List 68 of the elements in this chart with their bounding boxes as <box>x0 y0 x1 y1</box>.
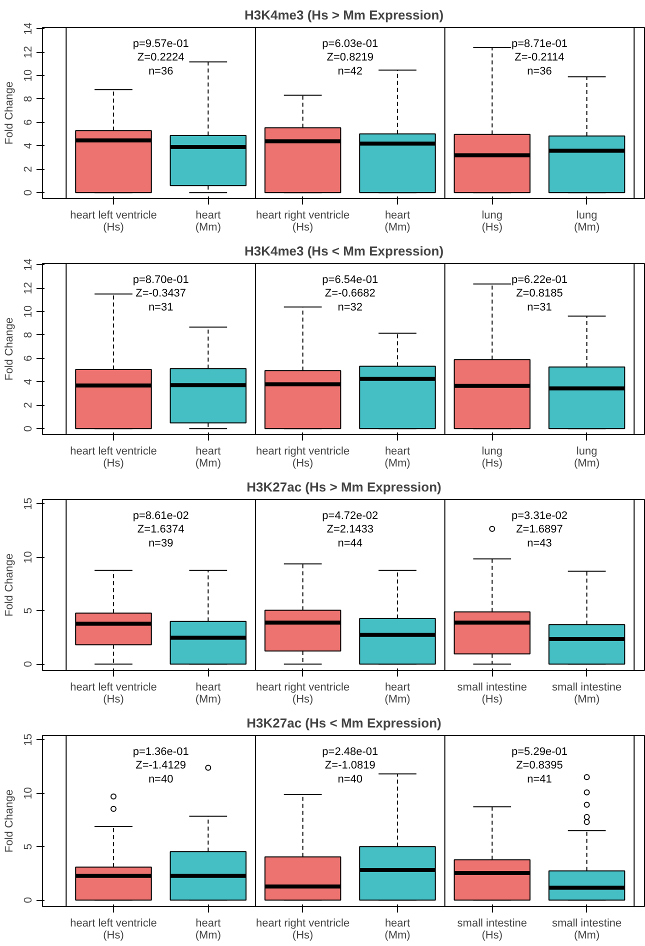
x-tick-label: small intestine (Mm) <box>552 682 622 706</box>
chart-title: H3K4me3 (Hs > Mm Expression) <box>244 8 444 22</box>
y-tick-label: 6 <box>22 119 34 126</box>
x-tick-label: lung (Hs) <box>482 210 503 234</box>
x-tick-label: heart right ventricle (Hs) <box>256 918 350 942</box>
x-tick-label: heart right ventricle (Hs) <box>256 682 350 706</box>
y-tick-label: 2 <box>22 402 34 408</box>
x-tick-label: lung (Mm) <box>574 210 600 234</box>
chart-title: H3K4me3 (Hs < Mm Expression) <box>244 244 444 258</box>
chart-title: H3K27ac (Hs < Mm Expression) <box>246 716 442 730</box>
y-tick-label: 6 <box>22 355 34 362</box>
x-tick-label: lung (Mm) <box>574 446 600 470</box>
y-tick-label: 10 <box>22 305 34 318</box>
y-tick-label: 2 <box>22 166 34 172</box>
x-tick-label: heart (Mm) <box>384 918 410 942</box>
annotation: p=3.31e-02 Z=1.6897 n=43 <box>511 510 568 550</box>
y-tick-label: 15 <box>22 734 34 746</box>
y-tick-label: 14 <box>22 22 34 35</box>
y-axis-title: Fold Change <box>4 317 16 380</box>
annotation: p=8.61e-02 Z=1.6374 n=39 <box>132 510 189 550</box>
annotation: p=6.54e-01 Z=-0.6682 n=32 <box>322 274 378 314</box>
x-tick-label: heart left ventricle (Hs) <box>70 446 157 470</box>
x-tick-label: heart left ventricle (Hs) <box>70 682 157 706</box>
x-tick-label: heart left ventricle (Hs) <box>70 918 157 942</box>
y-tick-label: 12 <box>22 46 34 58</box>
y-axis-title: Fold Change <box>4 553 16 616</box>
annotation: p=5.29e-01 Z=0.8395 n=41 <box>511 746 568 786</box>
x-tick-label: lung (Hs) <box>482 446 503 470</box>
annotation: p=1.36e-01 Z=-1.4129 n=40 <box>132 746 189 786</box>
y-axis-title: Fold Change <box>4 81 16 144</box>
x-tick-label: heart (Mm) <box>195 210 221 234</box>
x-tick-label: heart (Mm) <box>195 682 221 706</box>
x-tick-label: heart right ventricle (Hs) <box>256 210 350 234</box>
x-tick-label: heart (Mm) <box>384 446 410 470</box>
y-tick-label: 0 <box>22 426 34 432</box>
x-tick-label: heart (Mm) <box>195 446 221 470</box>
annotation: p=8.71e-01 Z=-0.2114 n=36 <box>511 38 568 78</box>
y-tick-label: 0 <box>22 897 34 904</box>
annotation: p=6.22e-01 Z=0.8185 n=31 <box>511 274 568 314</box>
chart-title: H3K27ac (Hs > Mm Expression) <box>246 480 442 494</box>
x-tick-label: heart (Mm) <box>195 918 221 942</box>
x-tick-label: heart (Mm) <box>384 210 410 234</box>
y-tick-label: 4 <box>22 378 34 385</box>
x-tick-label: small intestine (Mm) <box>552 918 622 942</box>
y-axis-title: Fold Change <box>4 789 16 852</box>
y-tick-label: 5 <box>22 844 34 850</box>
y-tick-label: 12 <box>22 282 34 294</box>
y-tick-label: 14 <box>22 258 34 271</box>
annotation: p=6.03e-01 Z=0.8219 n=42 <box>322 38 378 78</box>
x-tick-label: small intestine (Hs) <box>457 918 527 942</box>
y-tick-label: 10 <box>22 787 34 800</box>
y-tick-label: 0 <box>22 190 34 196</box>
y-tick-label: 5 <box>22 608 34 614</box>
y-tick-label: 10 <box>22 551 34 564</box>
annotation: p=9.57e-01 Z=0.2224 n=36 <box>132 38 189 78</box>
annotation: p=2.48e-01 Z=-1.0819 n=40 <box>322 746 378 786</box>
x-tick-label: heart (Mm) <box>384 682 410 706</box>
y-tick-label: 4 <box>22 142 34 149</box>
y-tick-label: 0 <box>22 661 34 668</box>
x-tick-label: small intestine (Hs) <box>457 682 527 706</box>
x-tick-label: heart right ventricle (Hs) <box>256 446 350 470</box>
annotation: p=4.72e-02 Z=2.1433 n=44 <box>322 510 378 550</box>
annotation: p=8.70e-01 Z=-0.3437 n=31 <box>132 274 189 314</box>
y-tick-label: 10 <box>22 69 34 82</box>
y-tick-label: 15 <box>22 498 34 510</box>
y-tick-label: 8 <box>22 96 34 102</box>
y-tick-label: 8 <box>22 332 34 338</box>
x-tick-label: heart left ventricle (Hs) <box>70 210 157 234</box>
